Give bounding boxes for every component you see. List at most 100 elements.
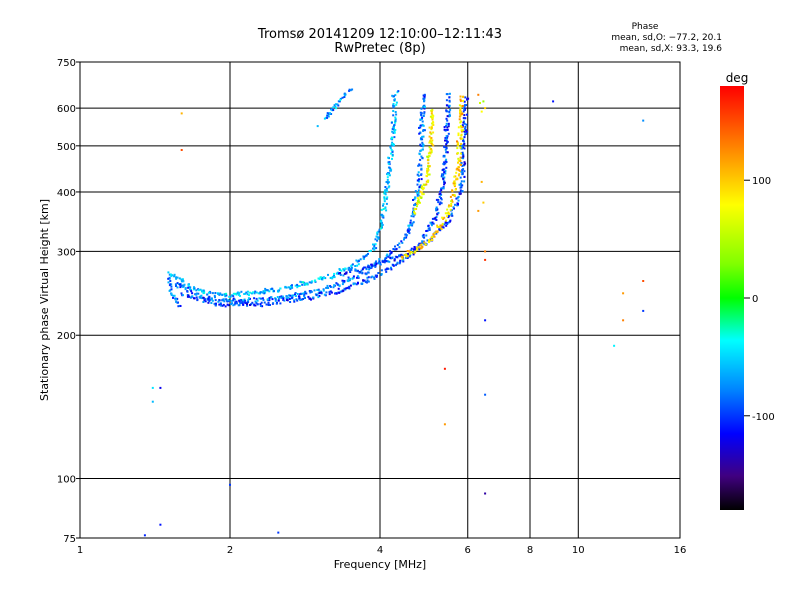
data-point <box>370 263 373 266</box>
data-point <box>393 124 395 127</box>
data-point <box>242 300 245 303</box>
data-point <box>168 276 171 279</box>
data-point <box>393 258 396 261</box>
data-point <box>173 273 176 276</box>
data-point <box>418 178 420 181</box>
data-point <box>361 268 364 271</box>
data-point <box>449 195 452 198</box>
data-point <box>356 276 358 279</box>
data-point <box>373 276 376 279</box>
data-point <box>320 276 323 279</box>
data-point <box>339 99 342 101</box>
y-tick-label: 600 <box>57 104 76 115</box>
data-point <box>300 298 303 301</box>
data-point <box>405 234 408 237</box>
data-point <box>438 203 441 206</box>
data-point <box>171 274 174 277</box>
data-point <box>422 145 425 148</box>
data-point <box>391 137 394 139</box>
data-point <box>196 299 199 302</box>
data-point <box>445 122 448 125</box>
data-point <box>414 208 417 210</box>
data-point <box>159 386 162 389</box>
data-point <box>423 107 426 110</box>
data-point <box>464 125 467 128</box>
data-point <box>445 143 448 146</box>
data-point <box>447 221 450 224</box>
data-point <box>404 236 407 239</box>
data-point <box>303 292 306 295</box>
data-point <box>430 151 433 154</box>
data-point <box>428 227 431 230</box>
data-point <box>422 129 425 132</box>
data-point <box>438 193 441 196</box>
data-point <box>227 304 230 307</box>
data-point <box>446 208 449 211</box>
data-point <box>416 197 419 200</box>
data-point <box>312 296 315 299</box>
data-point <box>407 229 410 232</box>
data-point <box>445 93 448 96</box>
data-point <box>423 93 426 96</box>
data-point <box>409 219 412 222</box>
data-point <box>377 237 380 240</box>
data-point <box>424 106 426 109</box>
data-point <box>222 298 225 301</box>
data-point <box>277 531 280 534</box>
data-point <box>422 115 425 117</box>
data-point <box>257 292 260 295</box>
data-point <box>426 239 429 242</box>
data-point <box>448 213 451 215</box>
data-point <box>421 138 424 141</box>
data-point <box>195 293 198 296</box>
data-point <box>423 241 426 244</box>
data-point <box>290 294 293 297</box>
data-point <box>351 88 354 91</box>
data-point <box>419 131 422 134</box>
data-point <box>374 261 377 264</box>
data-point <box>458 193 461 196</box>
data-point <box>442 226 445 229</box>
data-point <box>323 293 326 296</box>
data-point <box>394 120 397 122</box>
data-point <box>421 245 424 248</box>
data-point <box>389 169 392 172</box>
data-point <box>436 230 439 233</box>
data-point <box>259 292 261 295</box>
data-point <box>480 180 483 183</box>
data-point <box>445 139 448 142</box>
x-tick-label: 16 <box>674 545 687 556</box>
data-point <box>180 284 183 287</box>
data-point <box>246 290 249 293</box>
data-point <box>353 282 356 285</box>
data-point <box>168 289 171 292</box>
data-point <box>238 304 241 307</box>
data-point <box>405 253 408 256</box>
data-point <box>181 279 184 282</box>
data-point <box>302 298 305 300</box>
data-point <box>411 224 414 227</box>
data-point <box>328 291 331 294</box>
data-point <box>410 247 413 250</box>
data-point <box>377 236 380 239</box>
data-point <box>442 155 445 158</box>
data-point <box>416 179 419 182</box>
data-point <box>393 131 396 134</box>
data-point <box>181 294 184 297</box>
data-point <box>420 164 423 167</box>
data-point <box>364 281 367 283</box>
data-point <box>191 292 194 295</box>
data-point <box>446 126 449 129</box>
data-point <box>176 297 179 300</box>
data-point <box>398 262 401 265</box>
data-point <box>249 291 252 294</box>
data-point <box>194 293 197 296</box>
data-point <box>367 252 369 255</box>
data-point <box>461 105 464 107</box>
data-point <box>459 137 462 140</box>
data-point <box>225 294 228 297</box>
data-point <box>363 266 366 269</box>
data-point <box>445 137 448 140</box>
data-point <box>247 297 250 300</box>
data-point <box>303 281 305 284</box>
